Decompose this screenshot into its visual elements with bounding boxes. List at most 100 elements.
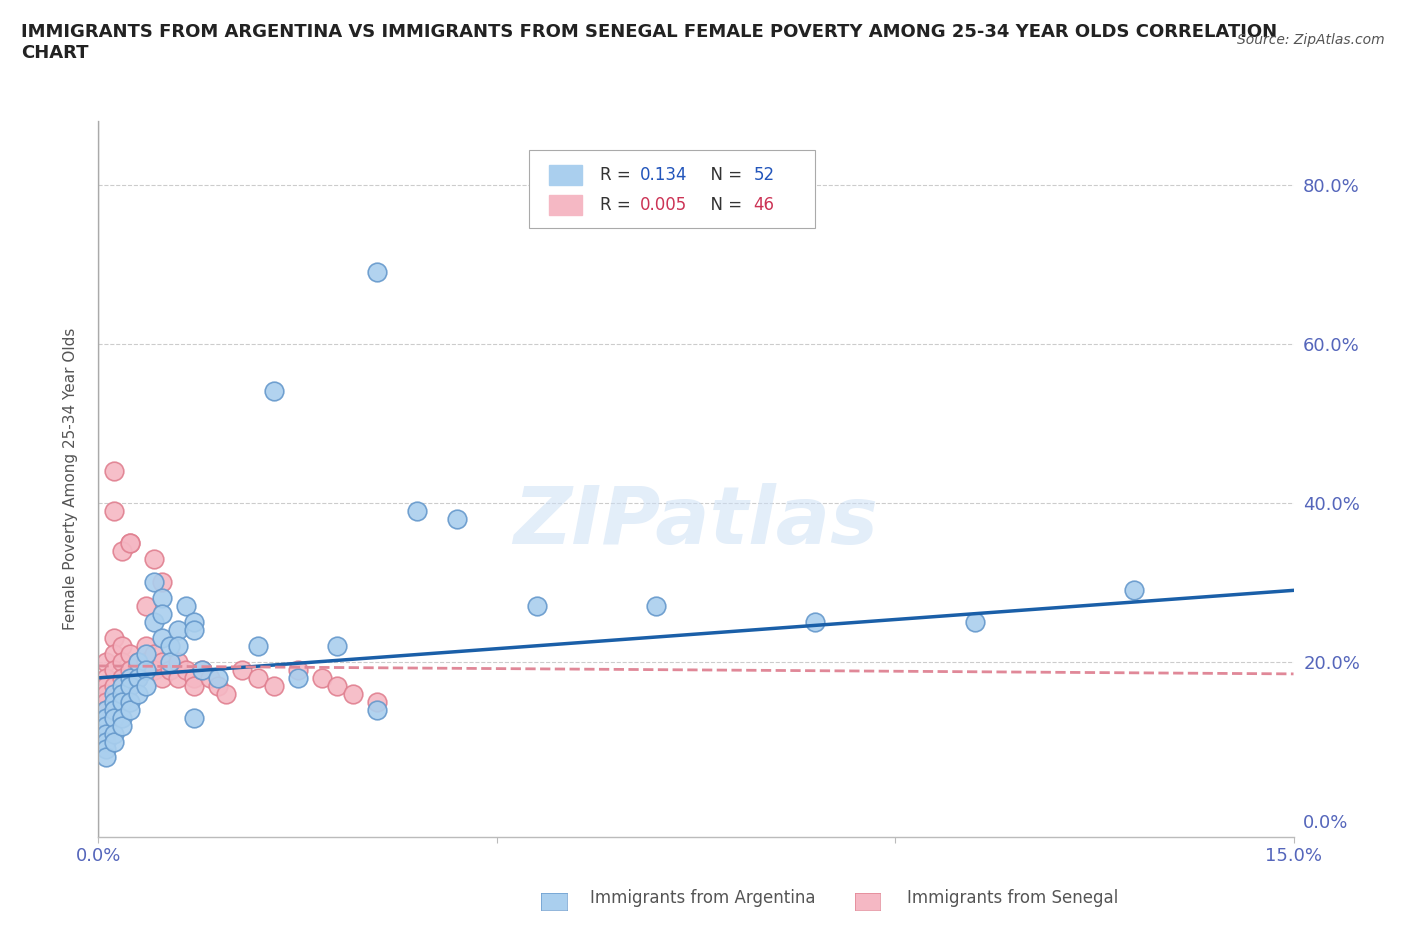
Point: [96, 750, 118, 764]
Point: [96, 711, 118, 725]
Point: [143, 646, 166, 661]
Point: [96, 742, 118, 757]
Point: [526, 599, 548, 614]
Point: [111, 678, 134, 693]
Point: [311, 671, 333, 685]
Point: [263, 678, 285, 693]
Text: R =: R =: [600, 166, 637, 183]
Point: [135, 639, 157, 654]
Point: [963, 615, 986, 630]
Text: IMMIGRANTS FROM ARGENTINA VS IMMIGRANTS FROM SENEGAL FEMALE POVERTY AMONG 25-34 : IMMIGRANTS FROM ARGENTINA VS IMMIGRANTS …: [21, 23, 1277, 62]
Point: [366, 265, 388, 280]
Point: [804, 615, 827, 630]
Point: [183, 671, 205, 685]
Text: R =: R =: [600, 195, 637, 214]
Text: 46: 46: [754, 195, 775, 214]
Point: [135, 662, 157, 677]
FancyBboxPatch shape: [529, 150, 815, 229]
Point: [111, 686, 134, 701]
Point: [103, 702, 125, 717]
Point: [143, 615, 166, 630]
Point: [111, 543, 134, 558]
Point: [167, 639, 190, 654]
Point: [103, 463, 125, 478]
Point: [103, 734, 125, 749]
Point: [103, 726, 125, 741]
Point: [191, 662, 214, 677]
Point: [150, 591, 173, 605]
Point: [120, 535, 142, 550]
Point: [1123, 583, 1146, 598]
Point: [96, 702, 118, 717]
Point: [326, 639, 349, 654]
Point: [96, 702, 118, 717]
Point: [167, 671, 190, 685]
Point: [127, 655, 149, 670]
Point: [96, 686, 118, 701]
Point: [120, 671, 142, 685]
Point: [127, 671, 149, 685]
Point: [342, 686, 364, 701]
Point: [120, 678, 142, 693]
Point: [183, 615, 205, 630]
Point: [96, 678, 118, 693]
Bar: [548, 194, 582, 215]
Point: [135, 646, 157, 661]
Point: [96, 695, 118, 710]
Point: [150, 631, 173, 645]
Point: [215, 686, 238, 701]
Point: [406, 503, 429, 518]
Point: [127, 671, 149, 685]
Point: [96, 734, 118, 749]
Point: [103, 631, 125, 645]
Point: [111, 695, 134, 710]
Point: [446, 512, 468, 526]
Point: [111, 718, 134, 733]
Point: [135, 678, 157, 693]
Point: [120, 535, 142, 550]
Point: [111, 655, 134, 670]
Point: [120, 695, 142, 710]
Text: 52: 52: [754, 166, 775, 183]
Point: [143, 575, 166, 590]
Point: [111, 671, 134, 685]
Point: [159, 655, 181, 670]
Point: [174, 599, 197, 614]
Point: [287, 662, 309, 677]
Point: [103, 695, 125, 710]
Point: [127, 655, 149, 670]
Y-axis label: Female Poverty Among 25-34 Year Olds: Female Poverty Among 25-34 Year Olds: [63, 327, 77, 631]
Point: [135, 599, 157, 614]
Point: [120, 702, 142, 717]
Text: N =: N =: [700, 166, 747, 183]
Text: N =: N =: [700, 195, 747, 214]
Point: [366, 702, 388, 717]
Point: [111, 639, 134, 654]
Point: [120, 646, 142, 661]
Point: [287, 671, 309, 685]
Point: [103, 662, 125, 677]
Text: 0.005: 0.005: [640, 195, 688, 214]
Point: [191, 662, 214, 677]
Point: [143, 662, 166, 677]
Point: [103, 646, 125, 661]
Text: Source: ZipAtlas.com: Source: ZipAtlas.com: [1237, 33, 1385, 46]
Point: [96, 671, 118, 685]
Text: Immigrants from Senegal: Immigrants from Senegal: [907, 889, 1118, 907]
Point: [103, 503, 125, 518]
Point: [159, 662, 181, 677]
Point: [127, 686, 149, 701]
Point: [183, 711, 205, 725]
Point: [174, 662, 197, 677]
Point: [135, 655, 157, 670]
Text: 0.134: 0.134: [640, 166, 688, 183]
Text: Immigrants from Argentina: Immigrants from Argentina: [591, 889, 815, 907]
Point: [167, 623, 190, 638]
Point: [198, 671, 221, 685]
Point: [96, 718, 118, 733]
Point: [183, 678, 205, 693]
Point: [246, 671, 269, 685]
Point: [150, 671, 173, 685]
Point: [150, 655, 173, 670]
Point: [96, 655, 118, 670]
